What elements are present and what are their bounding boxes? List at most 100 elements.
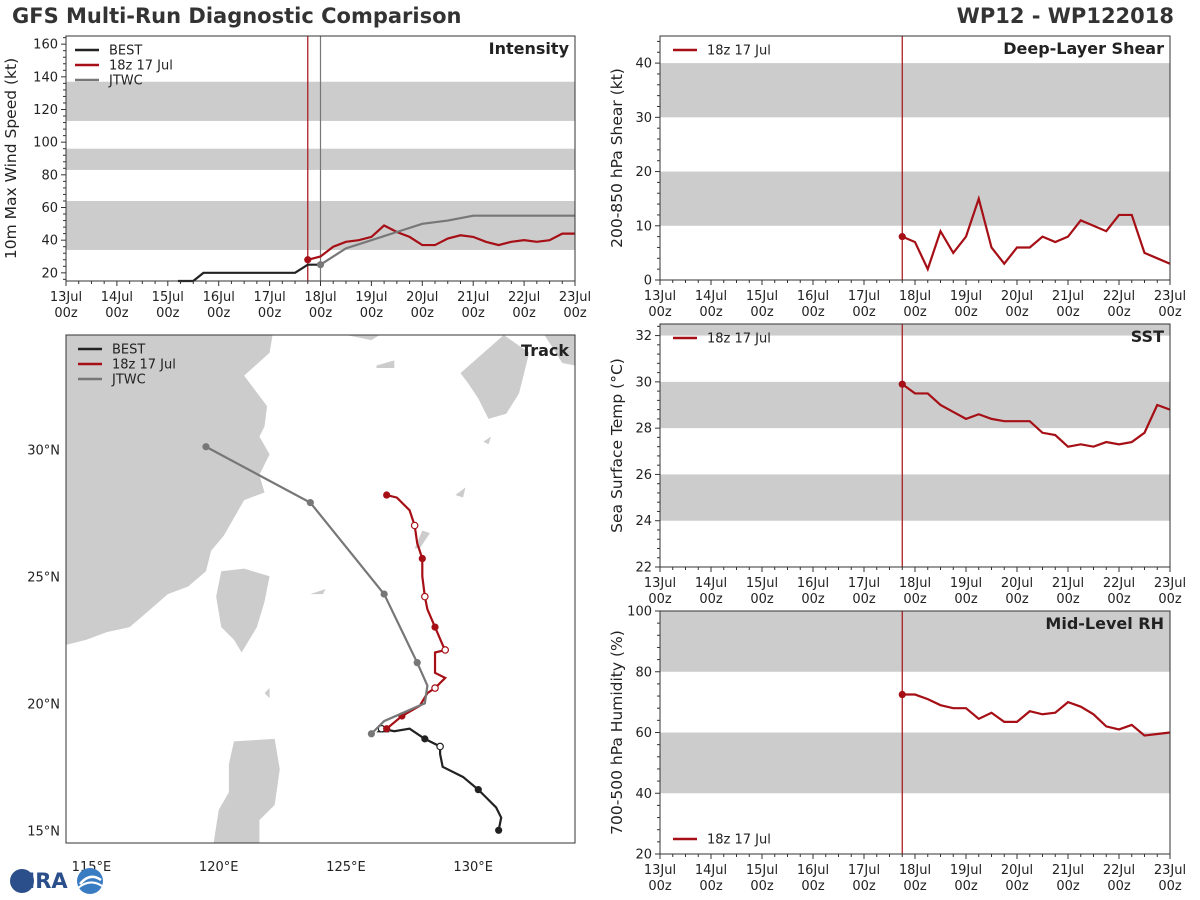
x-tick-label-day: 13Jul [644, 576, 676, 591]
track-point-open [441, 646, 450, 654]
luzon-island [213, 738, 280, 843]
x-tick-label-hour: 00z [750, 305, 774, 320]
cira-logo: CIRA [6, 866, 106, 896]
x-tick-label-day: 21Jul [1052, 289, 1084, 304]
panel-intensity: 2040608010012014016013Jul00z14Jul00z15Ju… [2, 35, 591, 321]
storm-id: WP12 - WP122018 [956, 4, 1174, 28]
batanes-islands [264, 688, 270, 699]
series-line-jtwc [319, 214, 575, 266]
y-tick-label: 120 [33, 103, 58, 118]
series-line-18z-17-jul [901, 194, 1171, 273]
x-tick-label-hour: 00z [207, 306, 231, 321]
series-start-marker [898, 380, 906, 388]
x-tick-label-hour: 00z [903, 305, 927, 320]
land-masses [66, 335, 575, 843]
legend-label: 18z 17 Jul [707, 44, 771, 59]
x-tick-label-day: 21Jul [1052, 576, 1084, 591]
track-point-filled [418, 554, 426, 563]
x-tick-label-day: 14Jul [695, 863, 727, 878]
x-tick-label-day: 15Jul [746, 863, 778, 878]
shade-band [660, 732, 1170, 794]
y-tick-label: 40 [635, 57, 652, 72]
korea-south-tip [345, 335, 380, 341]
x-tick-label-day: 16Jul [203, 290, 235, 305]
shade-band [660, 171, 1170, 226]
x-tick-label-hour: 00z [954, 592, 978, 607]
x-tick-label-day: 13Jul [644, 289, 676, 304]
legend-label: 18z 17 Jul [109, 59, 173, 74]
lon-tick-label: 130°E [453, 860, 493, 875]
y-axis-label: 10m Max Wind Speed (kt) [2, 58, 20, 259]
x-tick-label-hour: 00z [1158, 592, 1182, 607]
x-tick-label-day: 21Jul [457, 290, 489, 305]
shade-band [660, 474, 1170, 521]
x-tick-label-day: 14Jul [695, 576, 727, 591]
panel-title: Intensity [489, 39, 570, 58]
lat-tick-label: 30°N [27, 443, 60, 458]
legend-label: JTWC [108, 74, 143, 89]
y-tick-label: 20 [635, 848, 652, 863]
x-tick-label-hour: 00z [258, 306, 282, 321]
x-tick-label-day: 23Jul [559, 290, 591, 305]
x-tick-label-day: 18Jul [899, 576, 931, 591]
x-tick-label-hour: 00z [750, 879, 774, 894]
x-tick-label-day: 20Jul [1001, 863, 1033, 878]
x-tick-label-hour: 00z [1056, 879, 1080, 894]
x-tick-label-hour: 00z [1107, 879, 1131, 894]
amami-island [455, 487, 466, 498]
track-point-filled [202, 443, 210, 451]
x-tick-label-day: 14Jul [695, 289, 727, 304]
y-tick-label: 20 [635, 165, 652, 180]
yakushima-island [483, 436, 492, 445]
shade-band [660, 611, 1170, 672]
legend-label: 18z 17 Jul [707, 332, 771, 347]
x-tick-label-day: 22Jul [1103, 289, 1135, 304]
x-tick-label-day: 22Jul [1103, 863, 1135, 878]
shade-band [660, 63, 1170, 118]
track-point-filled [413, 659, 421, 667]
x-tick-label-day: 20Jul [1001, 289, 1033, 304]
x-tick-label-hour: 00z [156, 306, 180, 321]
x-tick-label-day: 15Jul [746, 289, 778, 304]
x-tick-label-hour: 00z [563, 306, 587, 321]
track-point-filled [306, 499, 314, 507]
x-tick-label-day: 17Jul [253, 290, 285, 305]
x-tick-label-day: 16Jul [797, 289, 829, 304]
x-tick-label-day: 23Jul [1154, 576, 1186, 591]
track-point-filled [380, 590, 388, 598]
x-tick-label-day: 13Jul [644, 863, 676, 878]
track-point-open [421, 592, 429, 601]
series-start-marker [304, 256, 312, 264]
logo-text: CIRA [12, 869, 68, 893]
series-line-18z-17-jul [901, 383, 1171, 448]
lon-tick-label: 120°E [199, 860, 239, 875]
x-tick-label-day: 16Jul [797, 576, 829, 591]
panel-rh: 2040608010013Jul00z14Jul00z15Jul00z16Jul… [608, 605, 1186, 895]
track-point-open [436, 742, 444, 751]
shikoku-island [544, 335, 575, 366]
x-tick-label-day: 20Jul [1001, 576, 1033, 591]
y-tick-label: 32 [635, 329, 652, 344]
lon-tick-label: 125°E [326, 860, 366, 875]
panel-sst: 22242628303213Jul00z14Jul00z15Jul00z16Ju… [608, 323, 1186, 607]
panel-title: Mid-Level RH [1045, 614, 1164, 633]
x-tick-label-hour: 00z [750, 592, 774, 607]
x-tick-label-day: 20Jul [406, 290, 438, 305]
track-line-run [385, 493, 448, 730]
y-tick-label: 26 [635, 468, 652, 483]
y-tick-label: 30 [635, 111, 652, 126]
x-tick-label-day: 17Jul [848, 289, 880, 304]
x-tick-label-hour: 00z [648, 879, 672, 894]
shade-band [660, 324, 1170, 336]
x-tick-label-hour: 00z [1107, 305, 1131, 320]
y-tick-label: 10 [635, 219, 652, 234]
x-tick-label-hour: 00z [1158, 879, 1182, 894]
x-tick-label-hour: 00z [903, 879, 927, 894]
y-tick-label: 28 [635, 422, 652, 437]
x-tick-label-hour: 00z [1158, 305, 1182, 320]
lat-tick-label: 25°N [27, 570, 60, 585]
ishigaki-island [310, 589, 326, 595]
y-axis-label: Sea Surface Temp (°C) [608, 358, 626, 533]
track-point-filled [431, 623, 439, 631]
